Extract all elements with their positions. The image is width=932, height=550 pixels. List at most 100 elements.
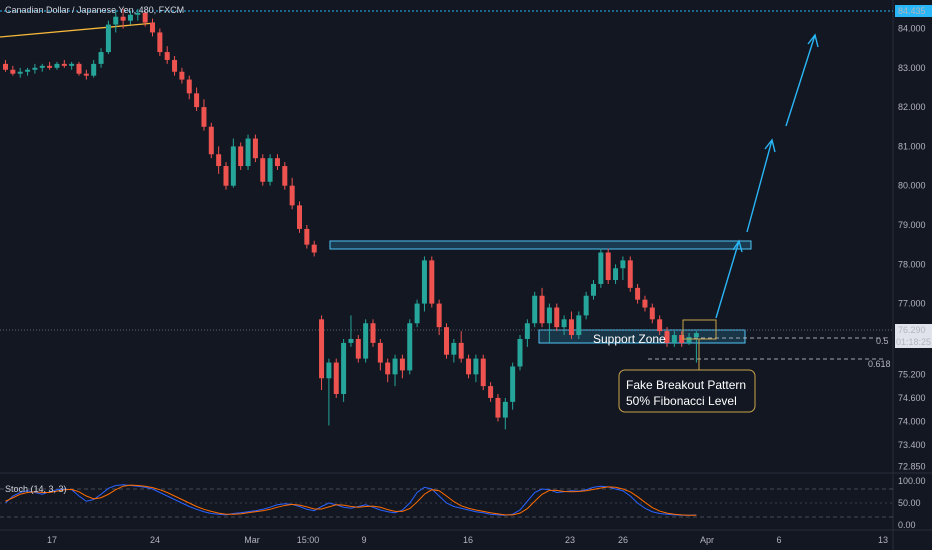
candle [10, 65, 16, 76]
candle [83, 69, 89, 80]
candle-body [83, 73, 89, 76]
candle [326, 358, 332, 426]
candle [436, 299, 442, 336]
candle [363, 319, 369, 363]
candle-body [554, 307, 560, 328]
candle [495, 393, 501, 422]
candle-body [304, 228, 310, 245]
candle-body [399, 358, 405, 371]
candle-body [385, 362, 391, 375]
candle [120, 8, 126, 29]
candle-body [135, 12, 141, 15]
candle-body [679, 335, 685, 343]
current-price-text: 76.290 [898, 325, 926, 335]
candle-body [502, 401, 508, 418]
candle [671, 331, 677, 347]
candle [576, 311, 582, 339]
candle-body [245, 138, 251, 167]
candle [517, 335, 523, 371]
candle-body [627, 260, 633, 288]
price-tick-label: 79.000 [898, 220, 926, 230]
candle-body [333, 362, 339, 394]
time-tick-label: 16 [463, 535, 473, 545]
candle-body [341, 342, 347, 394]
candle [216, 146, 222, 174]
candle-body [297, 205, 302, 229]
candle-body [458, 342, 464, 359]
callout-box[interactable] [618, 369, 756, 413]
candles-group [3, 8, 699, 430]
candle [399, 354, 405, 379]
candle [208, 122, 214, 159]
candle-body [179, 71, 185, 80]
candle-body [98, 52, 104, 64]
candle [385, 358, 391, 383]
candle-body [39, 65, 45, 68]
candle-body [105, 24, 111, 53]
time-tick-label: 9 [361, 535, 366, 545]
candle [113, 10, 119, 33]
candle [591, 280, 596, 300]
candle-body [620, 260, 626, 269]
candle [105, 20, 111, 55]
candle [341, 338, 347, 402]
candle [164, 46, 170, 64]
candle [613, 264, 619, 284]
time-tick-label: 24 [150, 535, 160, 545]
candle-body [377, 342, 383, 363]
candle-body [223, 166, 229, 186]
trendline[interactable] [0, 22, 156, 38]
candle [635, 283, 641, 304]
candle-body [157, 32, 163, 53]
stoch-d-line [5, 484, 697, 516]
candle [289, 177, 295, 210]
stoch-tick-label: 50.00 [898, 498, 921, 508]
candle [510, 362, 516, 410]
support-zone-label: Support Zone [593, 332, 666, 346]
candle [25, 67, 31, 76]
resistance-box[interactable] [329, 240, 752, 250]
candle-body [613, 268, 619, 281]
stoch-axis: 100.00 50.00 0.00 [898, 476, 926, 530]
callout-line-2: 50% Fibonacci Level [626, 394, 737, 408]
candle [127, 10, 133, 25]
price-tick-label: 81.000 [898, 141, 926, 151]
candle [554, 303, 560, 332]
stoch-k-line [5, 484, 697, 516]
candle [76, 61, 82, 76]
candle [135, 8, 141, 21]
stoch-label: Stoch (14, 3, 3) [5, 484, 67, 494]
candle [466, 354, 472, 379]
candle-body [539, 295, 545, 324]
time-tick-label: Mar [244, 535, 260, 545]
candle [480, 354, 486, 391]
candle-body [473, 358, 479, 375]
candle-body [671, 335, 677, 343]
candle-body [32, 67, 38, 70]
candle [414, 299, 420, 328]
candle [444, 323, 449, 359]
arrow-segment-2 [746, 139, 773, 233]
projection-arrows[interactable] [715, 33, 819, 319]
arrow-segment-3 [785, 34, 816, 127]
fib-05-label: 0.5 [876, 336, 889, 346]
candle-body [363, 323, 369, 359]
stoch-tick-label: 100.00 [898, 476, 926, 486]
candle-body [429, 260, 435, 304]
candle [355, 335, 361, 363]
candle-body [532, 295, 538, 324]
candle-body [267, 158, 273, 182]
candle-body [686, 337, 692, 343]
candle [179, 67, 185, 84]
candle-body [164, 52, 170, 60]
candle [642, 295, 648, 312]
candle [69, 61, 75, 70]
candle-body [274, 158, 280, 167]
time-tick-label: Apr [700, 535, 714, 545]
candle-body [289, 185, 295, 206]
candle-body [392, 358, 398, 375]
stoch-pane[interactable]: Stoch (14, 3, 3) [0, 484, 893, 518]
candle-body [517, 338, 523, 367]
candle [561, 315, 567, 336]
